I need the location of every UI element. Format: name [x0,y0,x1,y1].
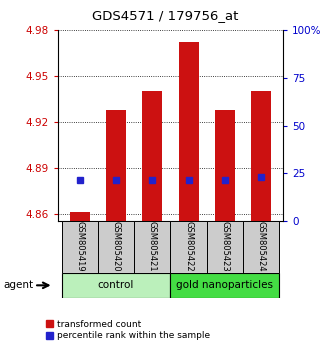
Text: gold nanoparticles: gold nanoparticles [176,280,273,290]
Bar [179,42,199,221]
Text: GSM805419: GSM805419 [75,221,84,271]
Text: GSM805424: GSM805424 [257,221,266,271]
Bar [251,91,271,221]
Text: GSM805423: GSM805423 [220,221,229,271]
Legend: transformed count, percentile rank within the sample: transformed count, percentile rank withi… [46,320,210,340]
Bar [142,91,162,221]
Bar [106,110,126,221]
Text: agent: agent [3,280,33,290]
Text: GDS4571 / 179756_at: GDS4571 / 179756_at [92,10,239,22]
Bar [70,212,90,221]
FancyBboxPatch shape [243,221,279,273]
FancyBboxPatch shape [170,273,279,298]
FancyBboxPatch shape [134,221,170,273]
Text: GSM805422: GSM805422 [184,221,193,271]
FancyBboxPatch shape [62,273,170,298]
Text: GSM805420: GSM805420 [112,221,120,271]
FancyBboxPatch shape [207,221,243,273]
FancyBboxPatch shape [62,221,98,273]
FancyBboxPatch shape [170,221,207,273]
FancyBboxPatch shape [98,221,134,273]
Text: GSM805421: GSM805421 [148,221,157,271]
Text: control: control [98,280,134,290]
Bar [215,110,235,221]
